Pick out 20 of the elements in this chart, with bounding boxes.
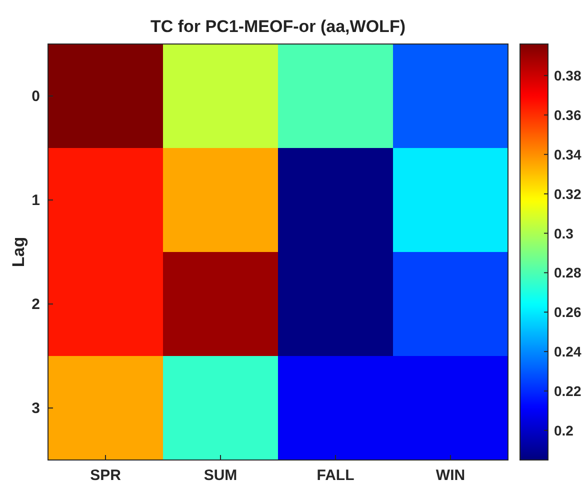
chart-title: TC for PC1-MEOF-or (aa,WOLF) [150,17,406,36]
color-bar-label: 0.36 [554,106,582,123]
color-bar-label: 0.24 [554,344,582,360]
x-tick-label: FALL [316,467,354,484]
color-bar-label: 0.26 [554,304,582,320]
y-tick-label: 0 [32,88,40,105]
color-bar-label: 0.32 [554,186,582,202]
color-bar-label: 0.38 [554,68,582,84]
x-tick-label: SUM [204,467,238,484]
color-bar-label: 0.3 [554,225,574,242]
y-axis-title: Lag [9,236,28,268]
color-bar-label: 0.22 [554,382,582,399]
color-bar-label: 0.2 [554,422,574,438]
y-tick-label: 2 [32,296,40,313]
color-bar-label: 0.34 [554,146,582,162]
color-bar-label: 0.28 [554,264,582,281]
x-tick-label: WIN [436,467,466,484]
x-tick-label: SPR [90,467,122,484]
y-tick-label: 3 [32,400,40,417]
y-tick-label: 1 [32,192,40,209]
